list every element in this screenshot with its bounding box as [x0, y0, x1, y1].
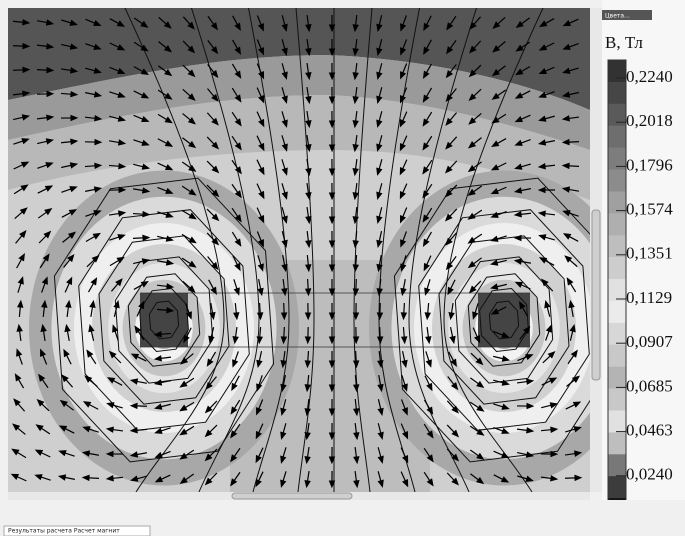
- screen: Цвета... B, Тл 0,2240 0,2018 0,1796 0,1574 0…: [0, 0, 685, 536]
- legend-label: 0,2240: [626, 67, 673, 86]
- legend-swatch: [608, 345, 626, 367]
- legend-label: 0,1574: [626, 200, 673, 219]
- legend-swatch: [608, 60, 626, 82]
- legend-swatch: [608, 170, 626, 192]
- legend-swatch: [608, 301, 626, 323]
- legend-label: 0,1351: [626, 244, 673, 263]
- legend-swatch: [608, 235, 626, 257]
- legend-swatch: [608, 213, 626, 235]
- tab-label: Результаты расчета Расчет магнит: [8, 528, 120, 535]
- legend-swatch: [608, 432, 626, 454]
- panel-title: Цвета...: [605, 13, 630, 20]
- legend-title: B, Тл: [605, 33, 643, 52]
- coil: [140, 293, 188, 347]
- legend-label: 0,1129: [626, 288, 672, 307]
- legend-swatch: [608, 323, 626, 345]
- field-plot: [8, 8, 639, 492]
- legend-label: 0,0685: [626, 376, 673, 395]
- legend-swatch: [608, 389, 626, 411]
- legend-label: 0,2018: [626, 111, 673, 130]
- h-scroll-thumb[interactable]: [232, 493, 352, 499]
- legend-label: 0,0240: [626, 465, 673, 484]
- legend-label: 0,0463: [626, 421, 673, 440]
- legend-swatch: [608, 126, 626, 148]
- legend-swatch: [608, 257, 626, 279]
- v-scroll-thumb[interactable]: [592, 210, 600, 380]
- legend-swatch: [608, 104, 626, 126]
- legend-swatch: [608, 454, 626, 476]
- legend-label: 0,0907: [626, 332, 673, 351]
- legend-swatch: [608, 82, 626, 104]
- legend-swatch: [608, 476, 626, 498]
- legend-swatch: [608, 279, 626, 301]
- legend-swatch: [608, 367, 626, 389]
- legend-label: 0,1796: [626, 155, 673, 174]
- legend-swatch: [608, 410, 626, 432]
